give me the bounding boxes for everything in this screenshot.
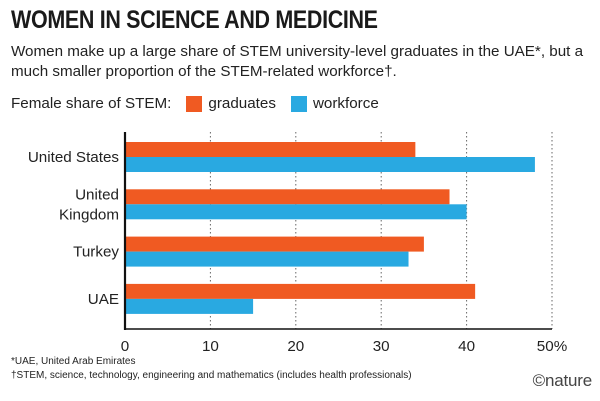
category-label-line: Kingdom (59, 206, 119, 223)
legend-text-workforce: workforce (312, 95, 379, 112)
bar-workforce-united-states (125, 157, 535, 172)
footnotes: *UAE, United Arab Emirates †STEM, scienc… (11, 355, 412, 383)
legend-item-graduates: graduates (186, 95, 276, 112)
category-label-united-kingdom: United Kingdom (59, 186, 119, 223)
legend-item-workforce: workforce (290, 95, 379, 112)
category-label-line: United (75, 186, 119, 203)
x-tick-label-10: 10 (202, 338, 219, 355)
x-tick-label-40: 40 (458, 338, 475, 355)
category-label-turkey: Turkey (73, 244, 119, 261)
bar-graduates-turkey (125, 236, 424, 252)
legend-label: Female share of STEM: (11, 95, 172, 112)
bar-graduates-united-states (125, 142, 416, 157)
chart-title: WOMEN IN SCIENCE AND MEDICINE (11, 6, 378, 34)
legend-swatch-graduates (186, 95, 203, 112)
category-label-line: United States (28, 149, 120, 166)
bar-workforce-united-kingdom (125, 204, 467, 220)
category-label-line: Turkey (73, 244, 119, 261)
bar-graduates-uae (125, 283, 476, 299)
x-tick-label-50: 50% (537, 338, 567, 355)
x-tick-label-0: 0 (121, 338, 129, 355)
bar-graduates-united-kingdom (125, 189, 450, 205)
legend: Female share of STEM: graduates workforc… (11, 95, 379, 112)
bar-workforce-uae (125, 298, 254, 314)
nature-credit: ©nature (532, 371, 593, 390)
category-label-line: UAE (88, 291, 119, 308)
category-label-uae: UAE (88, 291, 119, 308)
category-label-united-states: United States (28, 149, 120, 166)
footnote-stem: †STEM, science, technology, engineering … (11, 370, 412, 381)
x-tick-label-20: 20 (287, 338, 304, 355)
legend-swatch-workforce (290, 95, 307, 112)
legend-text-graduates: graduates (208, 95, 276, 112)
footnote-uae: *UAE, United Arab Emirates (11, 356, 136, 367)
bar-workforce-turkey (125, 251, 409, 267)
chart-subtitle: Women make up a large share of STEM univ… (11, 43, 584, 80)
x-tick-label-30: 30 (373, 338, 390, 355)
